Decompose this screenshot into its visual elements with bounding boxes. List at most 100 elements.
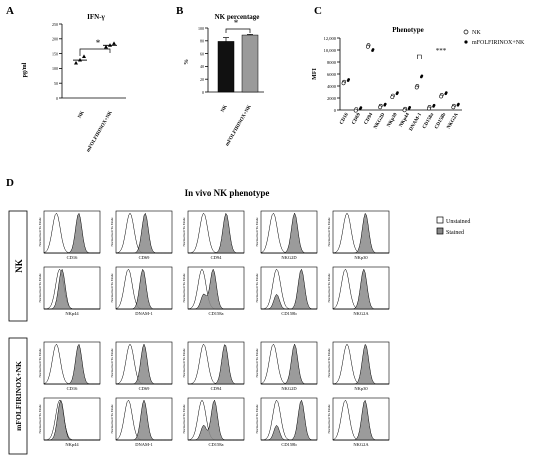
histogram-ylabel: Normalized To Mode (182, 217, 186, 247)
histogram-marker-label: CD69 (139, 386, 151, 391)
histogram-ylabel: Normalized To Mode (38, 348, 42, 378)
histogram-marker-label: CD158a (209, 311, 224, 316)
panel-b-significance: * (234, 18, 239, 28)
panel-b-y-tick-label: 80 (200, 39, 204, 44)
panel-a-significance-bracket (79, 48, 111, 56)
legend-unstained-label: Unstained (446, 219, 470, 225)
histogram-marker-label: NKp30 (354, 386, 368, 391)
histogram-stained-curve (333, 212, 389, 254)
panel-b-bars (217, 28, 259, 93)
panel-c-point-mfolf (371, 48, 375, 51)
panel-c-y-tick-label: 8000 (327, 60, 337, 65)
panel-c-xtick-label: DNAM-1 (409, 112, 423, 132)
histogram-stained-curve (116, 399, 172, 441)
histogram-stained-curve (44, 399, 100, 441)
panel-c-phenotype-chart: Phenotype MFI 0 2000 4000 6000 8000 10,000 12,… (312, 26, 525, 132)
histogram-marker-label: NKG2D (281, 255, 297, 260)
panel-a-y-tick-label: 200 (52, 37, 58, 42)
panel-c-xtick-label: NKG2D (373, 112, 386, 130)
panel-c-axes: 0 2000 4000 6000 8000 10,000 12,000 (324, 36, 462, 113)
panel-c-point-mfolf (445, 91, 448, 94)
panel-a-xtick-nk: NK (78, 110, 86, 119)
histogram-ylabel: Normalized To Mode (255, 404, 259, 434)
histogram-marker-label: NKG2D (281, 386, 297, 391)
histogram-stained-curve (116, 268, 172, 310)
panel-a-ifng-chart: IFN-γ pg/ml 0 50 100 150 200 250 * NK mFOLFIR… (22, 13, 126, 153)
histogram-ylabel: Normalized To Mode (110, 273, 114, 303)
panel-a-axes: 0 50 100 150 200 250 (52, 22, 126, 101)
panel-c-point-mfolf (384, 102, 387, 106)
panel-c-point-nk (341, 81, 346, 86)
histogram-panel: Normalized To Mode CD158b (255, 266, 318, 316)
panel-b-y-tick-label: 0 (202, 90, 204, 95)
panel-b-y-tick-label: 40 (200, 64, 204, 69)
histogram-ylabel: Normalized To Mode (327, 217, 331, 247)
histogram-stained-curve (188, 268, 244, 310)
panel-c-y-tick-label: 12,000 (324, 36, 337, 42)
panel-c-point-nk (365, 44, 370, 49)
panel-d-histogram-grid: In vivo NK phenotype NK mFOLFIRINOX+NK N… (8, 188, 470, 455)
panel-b-title: NK percentage (215, 13, 260, 21)
histogram-marker-label: CD94 (211, 386, 223, 391)
panel-letter-c: C (314, 5, 322, 17)
panel-c-xtick-label: CD69 (352, 112, 363, 126)
panel-b-xtick-nk: NK (221, 104, 229, 113)
panel-a-data-point (104, 44, 108, 49)
panel-b-nk-percentage-chart: NK percentage % 0 20 40 60 80 100 * NK mFOLFI… (184, 13, 264, 147)
histogram-panel: Normalized To Mode CD94 (182, 210, 245, 260)
histogram-ylabel: Normalized To Mode (182, 348, 186, 378)
panel-b-y-tick-label: 60 (200, 51, 204, 56)
histogram-marker-label: CD158b (281, 311, 297, 316)
histogram-panel: Normalized To Mode CD69 (110, 341, 173, 391)
histogram-marker-label: NKp44 (65, 442, 79, 447)
histogram-ylabel: Normalized To Mode (38, 404, 42, 434)
histogram-ylabel: Normalized To Mode (182, 273, 186, 303)
panel-c-significance: *** (436, 47, 447, 55)
panel-letter-b: B (176, 5, 184, 17)
panel-c-xtick-label: NKG2A (447, 112, 460, 130)
panel-a-title: IFN-γ (87, 13, 105, 21)
panel-c-y-tick-label: 6000 (327, 72, 337, 77)
panel-letter-d: D (6, 177, 14, 189)
histogram-stained-curve (333, 343, 389, 385)
panel-c-point-mfolf (432, 103, 436, 107)
panel-b-ylabel: % (184, 59, 190, 65)
panel-a-y-tick-label: 100 (52, 66, 58, 71)
histogram-marker-label: NKp30 (354, 255, 368, 260)
panel-a-points (73, 41, 117, 65)
histogram-panel: Normalized To Mode DNAM-1 (110, 397, 173, 447)
panel-a-y-tick-label: 50 (54, 81, 58, 86)
panel-c-points (341, 43, 460, 113)
histogram-panel: Normalized To Mode NKG2D (255, 210, 318, 260)
panel-a-data-point (112, 41, 116, 45)
panel-c-legend-label-mfolf: mFOLFIRINOX+NK (472, 40, 525, 46)
histogram-stained-curve (333, 399, 389, 441)
panel-b-y-tick-label: 100 (198, 26, 204, 31)
histogram-ylabel: Normalized To Mode (255, 273, 259, 303)
histogram-marker-label: NKG2A (353, 442, 369, 447)
panel-c-legend-label-nk: NK (472, 30, 481, 36)
panel-a-y-tick-label: 250 (52, 22, 58, 27)
histogram-marker-label: CD16 (67, 255, 79, 260)
histogram-panel: Normalized To Mode NKp30 (327, 341, 390, 391)
panel-c-point-mfolf (347, 78, 351, 81)
histogram-marker-label: DNAM-1 (135, 442, 153, 447)
histogram-panel: Normalized To Mode NKp30 (327, 210, 390, 260)
panel-c-point-nk (451, 105, 456, 110)
legend-stained-swatch (436, 227, 444, 235)
histogram-marker-label: DNAM-1 (135, 311, 153, 316)
histogram-marker-label: CD16 (67, 386, 79, 391)
panel-letter-a: A (6, 5, 14, 17)
histogram-marker-label: CD158a (209, 442, 224, 447)
histogram-marker-label: CD158b (281, 442, 297, 447)
histogram-panel: Normalized To Mode NKp44 (38, 266, 101, 316)
histogram-panel: Normalized To Mode CD158a (182, 266, 245, 316)
panel-c-xtick-label: CD94 (364, 112, 375, 126)
panel-c-point-mfolf (359, 106, 363, 109)
histogram-panel: Normalized To Mode NKG2A (327, 397, 390, 447)
histogram-stained-curve (261, 212, 317, 254)
panel-c-point-mfolf (420, 74, 424, 78)
panel-d-title: In vivo NK phenotype (185, 188, 270, 198)
panel-c-point-nk (414, 85, 419, 90)
